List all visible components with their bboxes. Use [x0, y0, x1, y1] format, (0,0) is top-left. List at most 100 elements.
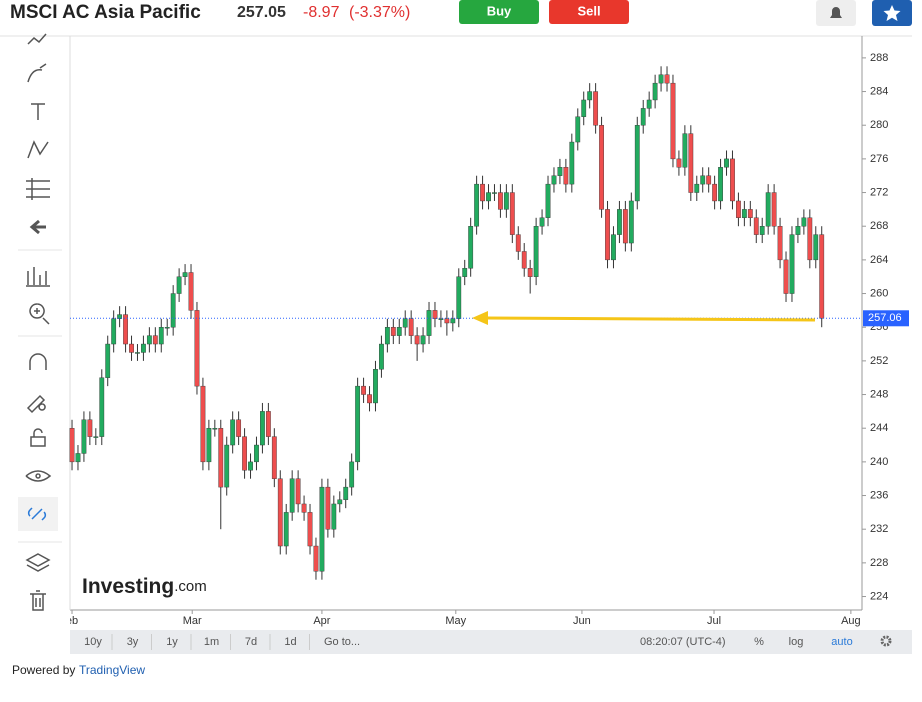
candle-body	[712, 183, 718, 202]
unlock-tool[interactable]	[30, 428, 46, 447]
settings-button[interactable]	[880, 635, 892, 647]
range-button[interactable]: 1y	[166, 636, 178, 648]
candle-body	[789, 234, 795, 294]
back-tool[interactable]	[29, 219, 46, 235]
x-tick-label: Jul	[707, 615, 721, 627]
x-tick-label: May	[445, 615, 466, 627]
brush-tool[interactable]	[27, 63, 47, 83]
magnet-tool[interactable]	[29, 353, 47, 370]
candle-body	[379, 343, 384, 370]
candle-body	[105, 343, 111, 378]
x-tick-label: Apr	[313, 615, 330, 627]
candle-body	[741, 209, 747, 218]
pattern-tool[interactable]	[27, 140, 49, 159]
candle-body	[254, 444, 259, 463]
candle-body	[480, 183, 485, 202]
watermark-name: Investing	[82, 575, 174, 598]
candle-body	[343, 486, 349, 500]
candle-body	[498, 192, 503, 210]
candle-body	[753, 217, 759, 235]
candle-body	[605, 209, 610, 261]
candle-body	[706, 175, 712, 185]
layers-tool[interactable]	[25, 553, 51, 572]
candle-body	[450, 318, 456, 324]
fib-tool[interactable]	[26, 178, 50, 200]
y-tick-label: 280	[870, 119, 888, 131]
tradingview-link[interactable]: TradingView	[79, 663, 145, 677]
candle-body	[325, 486, 331, 530]
candle-body	[438, 318, 444, 320]
candle-body	[117, 314, 123, 319]
auto-button[interactable]: auto	[831, 636, 852, 648]
indicator-tool[interactable]	[26, 267, 50, 287]
candle-body	[188, 272, 194, 311]
candle-body	[587, 91, 593, 101]
range-button[interactable]: 1d	[284, 636, 296, 648]
candle-body	[194, 310, 200, 387]
candle-body	[617, 209, 622, 235]
candle-body	[688, 133, 694, 193]
candle-body	[676, 158, 682, 168]
y-tick-label: 260	[870, 287, 888, 299]
candle-body	[486, 192, 491, 202]
candle-body	[527, 268, 533, 277]
lock-draw-tool[interactable]	[26, 394, 46, 414]
text-tool[interactable]	[31, 103, 45, 120]
candle-body	[176, 276, 182, 294]
candle-body	[355, 385, 361, 463]
powered-by: Powered by	[12, 663, 75, 677]
candle-body	[260, 411, 265, 446]
candle-body	[456, 276, 462, 319]
sell-button[interactable]	[549, 0, 629, 24]
candle-body	[593, 91, 599, 126]
star-icon	[883, 5, 901, 21]
y-tick-label: 236	[870, 489, 888, 501]
candle-body	[224, 444, 230, 488]
candle-body	[634, 125, 640, 202]
candle-body	[801, 217, 807, 227]
clock: 08:20:07 (UTC-4)	[640, 636, 726, 648]
eye-tool[interactable]	[25, 470, 52, 482]
range-button[interactable]: 7d	[245, 636, 257, 648]
candle-body	[730, 158, 735, 202]
candle-body	[182, 272, 188, 277]
log-button[interactable]: log	[789, 636, 804, 648]
annotation-arrow	[485, 316, 816, 322]
percent-button[interactable]: %	[754, 636, 764, 648]
candle-body	[492, 192, 497, 194]
range-button[interactable]: 10y	[84, 636, 102, 648]
candle-body	[551, 175, 557, 185]
candle-body	[123, 314, 128, 345]
candle-body	[390, 327, 396, 336]
candle-body	[664, 74, 670, 84]
candle-body	[521, 251, 527, 269]
range-button[interactable]: 1m	[204, 636, 219, 648]
goto-button[interactable]: Go to...	[324, 636, 360, 648]
candle-body	[75, 453, 81, 463]
candle-body	[135, 352, 140, 354]
watermark-suffix: .com	[174, 578, 207, 595]
candle-body	[164, 327, 170, 329]
buy-button[interactable]	[459, 0, 539, 24]
candle-body	[545, 183, 551, 218]
candle-body	[420, 335, 426, 345]
candle-body	[349, 461, 355, 488]
candle-body	[640, 108, 646, 126]
candle-body	[599, 125, 604, 210]
candle-body	[700, 175, 706, 185]
candle-body	[277, 478, 283, 547]
range-button[interactable]: 3y	[127, 636, 139, 648]
trend-tool[interactable]	[27, 33, 47, 45]
candle-body	[384, 327, 390, 345]
candle-body	[622, 209, 628, 244]
candle-body	[408, 318, 414, 336]
trash-tool[interactable]	[30, 590, 46, 611]
candle-body	[248, 461, 253, 471]
zoom-tool[interactable]	[29, 303, 50, 325]
candle-body	[402, 318, 408, 328]
candle-body	[747, 209, 753, 218]
y-tick-label: 264	[870, 254, 888, 266]
candle-body	[69, 428, 75, 463]
candle-body	[99, 377, 105, 437]
